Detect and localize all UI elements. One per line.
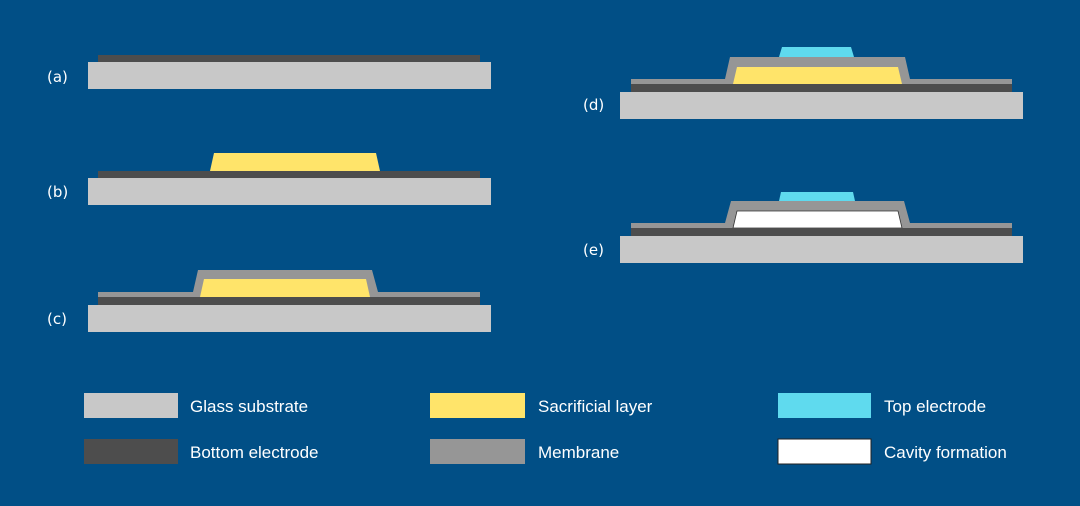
legend-swatch-membrane [430,439,525,464]
legend-label-sacrificial-layer: Sacrificial layer [538,397,653,416]
sacrificial-layer [733,67,902,84]
glass-substrate [88,62,491,89]
legend-swatch-bottom-electrode [84,439,178,464]
legend: Glass substrate Bottom electrode Sacrifi… [84,393,1007,465]
step-b: (b) [47,153,491,205]
legend-swatch-glass-substrate [84,393,178,418]
step-label-d: (d) [583,96,604,114]
step-a: (a) [47,55,491,89]
cavity [732,210,903,229]
legend-swatch-top-electrode [778,393,871,418]
legend-swatch-sacrificial-layer [430,393,525,418]
step-label-b: (b) [47,183,68,201]
legend-label-glass-substrate: Glass substrate [190,397,308,416]
legend-swatch-cavity [777,438,872,465]
step-c: (c) [47,270,491,332]
step-label-c: (c) [47,310,67,328]
bottom-electrode [98,297,480,305]
bottom-electrode [98,171,480,178]
legend-label-bottom-electrode: Bottom electrode [190,443,319,462]
step-label-a: (a) [47,68,68,86]
glass-substrate [620,236,1023,263]
top-electrode [779,47,854,57]
top-electrode [779,192,855,201]
glass-substrate [88,178,491,205]
bottom-electrode [98,55,480,62]
glass-substrate [88,305,491,332]
legend-label-top-electrode: Top electrode [884,397,986,416]
sacrificial-layer [210,153,380,171]
step-e: (e) [583,192,1023,263]
bottom-electrode [631,228,1012,236]
glass-substrate [620,92,1023,119]
step-d: (d) [583,47,1023,119]
sacrificial-layer [200,279,370,297]
legend-label-membrane: Membrane [538,443,619,462]
legend-label-cavity: Cavity formation [884,443,1007,462]
bottom-electrode [631,84,1012,92]
step-label-e: (e) [583,241,604,259]
